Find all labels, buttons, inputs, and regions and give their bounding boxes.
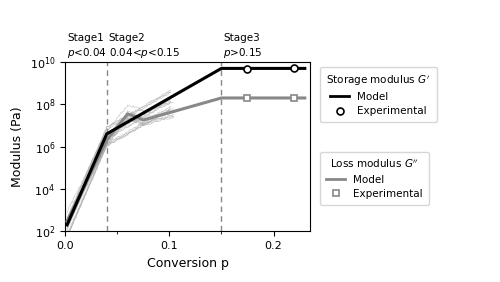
Legend: Model, Experimental: Model, Experimental bbox=[320, 152, 430, 205]
Y-axis label: Modulus (Pa): Modulus (Pa) bbox=[11, 106, 24, 187]
Text: Stage1
$p$<0.04: Stage1 $p$<0.04 bbox=[67, 33, 107, 60]
Text: Stage3
$p$>0.15: Stage3 $p$>0.15 bbox=[224, 33, 263, 60]
Text: Stage2
0.04<$p$<0.15: Stage2 0.04<$p$<0.15 bbox=[109, 33, 180, 60]
X-axis label: Conversion p: Conversion p bbox=[146, 257, 228, 270]
